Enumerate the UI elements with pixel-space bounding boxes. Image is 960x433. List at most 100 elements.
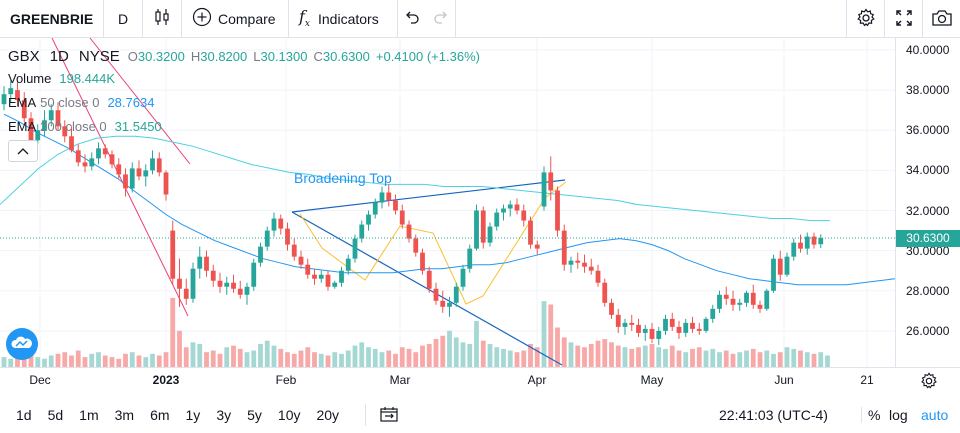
collapse-legend-button[interactable]: [8, 140, 38, 162]
candle-body: [669, 318, 675, 327]
fullscreen-button[interactable]: [884, 0, 922, 38]
auto-toggle[interactable]: auto: [921, 407, 949, 423]
volume-bar: [534, 347, 540, 367]
chart-pane[interactable]: Broadening Top: [0, 38, 895, 367]
legend-interval: 1D: [49, 47, 69, 65]
undo-button[interactable]: [398, 0, 426, 38]
candle-body: [345, 258, 351, 271]
screenshot-button[interactable]: [922, 0, 960, 38]
interval-button[interactable]: D: [104, 0, 143, 38]
brand-logo[interactable]: [6, 328, 38, 360]
legend-ema50-row[interactable]: EMA 50 close 0 28.7634: [8, 90, 480, 114]
log-toggle[interactable]: log: [889, 407, 908, 423]
range-button-5d[interactable]: 5d: [47, 407, 64, 423]
candle: [372, 198, 378, 219]
range-button-1m[interactable]: 1m: [79, 407, 99, 423]
volume-bar: [285, 352, 290, 367]
candle-body: [312, 274, 317, 279]
price-chart[interactable]: [0, 38, 895, 367]
candle-body: [291, 244, 297, 257]
volume-bar: [514, 352, 520, 367]
candle: [521, 204, 527, 227]
volume-bar: [426, 343, 432, 367]
symbol-search-button[interactable]: GREENBRIE: [0, 0, 104, 38]
candle-body: [804, 236, 810, 249]
candle-body: [399, 210, 405, 225]
volume-bar: [197, 343, 203, 367]
volume-bar: [21, 353, 27, 367]
volume-bar: [298, 350, 304, 367]
candle: [595, 264, 601, 287]
range-button-20y[interactable]: 20y: [316, 407, 340, 423]
percent-toggle[interactable]: %: [861, 407, 880, 423]
candle-body: [366, 214, 371, 225]
range-button-3y[interactable]: 3y: [216, 407, 232, 423]
volume-bar: [750, 348, 756, 367]
time-tick-label: Feb: [275, 373, 297, 387]
candle: [8, 80, 14, 103]
volume-bar: [460, 342, 466, 367]
volume-bar: [129, 352, 135, 367]
range-button-6m[interactable]: 6m: [150, 407, 170, 423]
volume-bar: [82, 357, 88, 367]
price-tick-label: 30.0000: [906, 243, 950, 258]
volume-bar: [318, 353, 324, 367]
time-tick-label: Jun: [774, 373, 794, 387]
legend-volume-row[interactable]: Volume 198.444K: [8, 66, 480, 90]
candle-body: [197, 256, 203, 269]
range-button-3m[interactable]: 3m: [114, 407, 135, 423]
compare-label: Compare: [218, 10, 276, 27]
candle-body: [393, 200, 398, 211]
range-button-1y[interactable]: 1y: [185, 407, 201, 423]
candle: [494, 208, 500, 231]
volume-bar: [528, 343, 533, 367]
candle: [190, 262, 196, 303]
range-button-1d[interactable]: 1d: [16, 407, 32, 423]
volume-bar: [777, 352, 783, 367]
volume-bar: [62, 352, 68, 367]
candle: [588, 258, 594, 275]
indicators-button[interactable]: fx Indicators: [289, 0, 398, 38]
volume-bar: [332, 352, 338, 367]
compare-button[interactable]: Compare: [182, 0, 289, 38]
range-button-10y[interactable]: 10y: [277, 407, 301, 423]
legend-close: 30.6300: [322, 48, 370, 64]
goto-date-button[interactable]: [365, 404, 398, 426]
axis-settings-button[interactable]: [920, 372, 938, 390]
volume-bar: [55, 353, 61, 367]
range-buttons: 1d 5d 1m 3m 6m 1y 3y 5y 10y 20y: [8, 407, 347, 423]
candle: [744, 290, 749, 307]
candle: [305, 258, 311, 279]
volume-bar: [305, 347, 311, 367]
price-tick-label: 32.0000: [906, 203, 950, 218]
candle-body: [737, 302, 743, 305]
volume-bar: [109, 357, 115, 367]
volume-bar: [291, 353, 297, 367]
time-tick-label: Dec: [29, 373, 51, 387]
redo-button[interactable]: [426, 0, 456, 38]
settings-button[interactable]: [846, 0, 884, 38]
candle-body: [798, 242, 803, 249]
chart-type-button[interactable]: [143, 0, 182, 38]
candle: [501, 204, 506, 221]
pattern-annotation[interactable]: Broadening Top: [294, 170, 392, 186]
candle: [582, 254, 587, 273]
candle: [231, 274, 236, 293]
candle-body: [750, 292, 756, 305]
candle: [102, 144, 108, 159]
candle-body: [622, 322, 628, 327]
candle: [399, 204, 405, 229]
candle: [791, 238, 797, 261]
candle: [649, 322, 655, 343]
price-axis[interactable]: 40.0000 38.0000 36.0000 34.0000 32.0000 30.00…: [895, 38, 960, 367]
candles-icon: [153, 8, 171, 29]
time-axis[interactable]: Dec 2023 Feb Mar Apr May Jun 21: [0, 367, 960, 393]
candle: [771, 254, 776, 293]
candle-body: [582, 262, 587, 267]
legend-symbol[interactable]: GBX: [8, 47, 40, 65]
legend-ema200-row[interactable]: EMA 200 close 0 31.5450: [8, 114, 480, 138]
candle-body: [791, 242, 797, 257]
clock-time[interactable]: 22:41:03 (UTC-4): [719, 407, 828, 423]
range-button-5y[interactable]: 5y: [247, 407, 262, 423]
volume-bar: [717, 352, 722, 367]
